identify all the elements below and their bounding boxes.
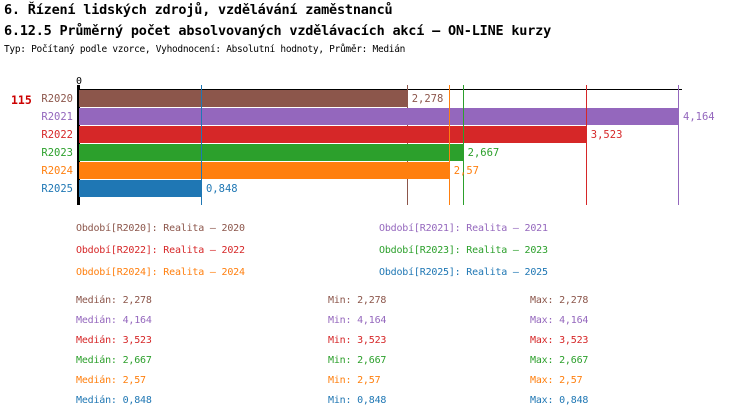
stat-median-6: Medián: 0,848: [76, 395, 152, 406]
stat-max-1: Max: 2,278: [530, 295, 589, 306]
stat-median-2: Medián: 4,164: [76, 315, 152, 326]
value-marker-line-r2025: [200, 85, 202, 205]
chart-top-axis-line: [79, 89, 682, 90]
legend-item-1[interactable]: Období[R2020]: Realita – 2020: [76, 223, 245, 234]
stat-max-3: Max: 3,523: [530, 335, 589, 346]
bar-r2021[interactable]: [79, 108, 678, 125]
stat-max-4: Max: 2,667: [530, 355, 589, 366]
legend-item-3[interactable]: Období[R2022]: Realita – 2022: [76, 245, 245, 256]
row-label-r2024: R2024: [41, 165, 73, 177]
row-label-r2025: R2025: [41, 183, 73, 195]
bar-value-label-r2022: 3,523: [590, 129, 623, 141]
stat-median-1: Medián: 2,278: [76, 295, 152, 306]
bar-r2023[interactable]: [79, 144, 463, 161]
stat-min-5: Min: 2,57: [328, 375, 381, 386]
bar-r2022[interactable]: [79, 126, 586, 143]
row-label-r2021: R2021: [41, 111, 73, 123]
bar-r2025[interactable]: [79, 180, 201, 197]
legend-item-5[interactable]: Období[R2024]: Realita – 2024: [76, 267, 245, 278]
bar-value-label-r2025: 0,848: [205, 183, 238, 195]
indicator-code-badge: 115: [11, 93, 32, 107]
legend-item-6[interactable]: Období[R2025]: Realita – 2025: [379, 267, 548, 278]
row-label-r2020: R2020: [41, 93, 73, 105]
value-marker-line-r2022: [585, 85, 587, 205]
bar-value-label-r2020: 2,278: [411, 93, 444, 105]
page-title-main: 6. Řízení lidských zdrojů, vzdělávání za…: [4, 2, 393, 18]
stat-min-4: Min: 2,667: [328, 355, 387, 366]
stat-min-1: Min: 2,278: [328, 295, 387, 306]
stat-max-6: Max: 0,848: [530, 395, 589, 406]
chart-zero-axis-line: [77, 85, 80, 205]
stat-min-3: Min: 3,523: [328, 335, 387, 346]
stat-min-2: Min: 4,164: [328, 315, 387, 326]
bar-value-label-r2021: 4,164: [683, 111, 715, 123]
value-marker-line-r2024: [448, 85, 450, 205]
legend-item-4[interactable]: Období[R2023]: Realita – 2023: [379, 245, 548, 256]
stat-max-5: Max: 2,57: [530, 375, 583, 386]
value-marker-line-r2021: [678, 85, 679, 205]
stat-median-3: Medián: 3,523: [76, 335, 152, 346]
stat-median-4: Medián: 2,667: [76, 355, 152, 366]
value-marker-line-r2023: [462, 85, 464, 205]
bar-value-label-r2023: 2,667: [467, 147, 500, 159]
row-label-r2023: R2023: [41, 147, 73, 159]
stat-min-6: Min: 0,848: [328, 395, 387, 406]
stat-median-5: Medián: 2,57: [76, 375, 146, 386]
bar-r2020[interactable]: [79, 90, 407, 107]
chart-meta-subtitle: Typ: Počítaný podle vzorce, Vyhodnocení:…: [4, 44, 406, 55]
axis-zero-tick-label: 0: [76, 76, 83, 87]
bar-r2024[interactable]: [79, 162, 449, 179]
page-title-sub: 6.12.5 Průměrný počet absolvovaných vzdě…: [4, 23, 552, 39]
stat-max-2: Max: 4,164: [530, 315, 589, 326]
legend-item-2[interactable]: Období[R2021]: Realita – 2021: [379, 223, 548, 234]
row-label-r2022: R2022: [41, 129, 73, 141]
bar-value-label-r2024: 2,57: [453, 165, 479, 177]
